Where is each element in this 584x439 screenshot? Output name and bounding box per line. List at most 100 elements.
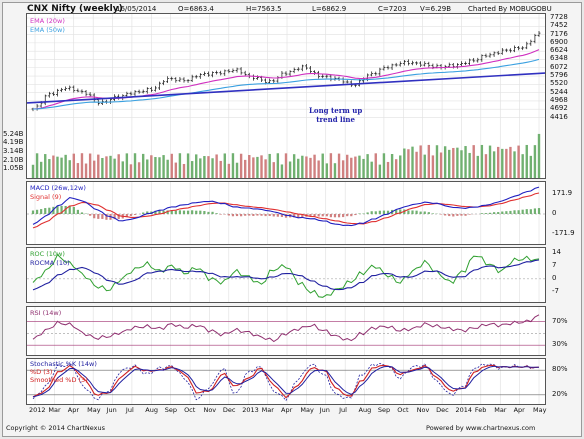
roc-axis-tick: 7 — [552, 260, 557, 269]
roc-line — [32, 253, 540, 298]
macd-histogram-bar — [337, 214, 341, 218]
volume-bar — [80, 153, 84, 178]
volume-bar — [235, 162, 239, 178]
volume-bar — [407, 149, 410, 178]
legend-ema20: EMA (20w) — [30, 17, 65, 25]
rocma-line — [32, 259, 540, 291]
macd-histogram-bar — [72, 206, 75, 214]
macd-histogram-bar — [370, 211, 373, 214]
volume-bar — [141, 153, 145, 178]
volume-bar — [227, 163, 231, 178]
x-axis-tick: Jul — [339, 406, 347, 414]
volume-bar — [297, 158, 300, 178]
macd-histogram-bar — [395, 209, 398, 214]
x-axis-tick: Apr — [281, 406, 293, 414]
macd-histogram-bar — [174, 210, 177, 214]
macd-histogram-bar — [133, 214, 137, 215]
volume-bar — [31, 164, 35, 178]
macd-histogram-bar — [509, 210, 512, 214]
roc-axis-tick: -7 — [552, 286, 559, 295]
charted-by: Charted By MOBUGOBU — [468, 5, 552, 13]
rsi-line — [32, 314, 540, 343]
x-axis-tick: May — [533, 406, 547, 414]
macd-histogram-bar — [386, 210, 390, 214]
volume-bar — [39, 161, 43, 178]
volume-bar — [174, 162, 178, 178]
volume-bar — [488, 145, 492, 178]
annotation-line2: trend line — [316, 115, 355, 124]
macd-histogram-bar — [40, 209, 43, 214]
volume-bar — [52, 155, 55, 178]
volume-bar — [317, 160, 320, 178]
volume-bar — [337, 153, 341, 178]
macd-histogram-bar — [313, 214, 316, 217]
macd-histogram-bar — [346, 214, 349, 217]
volume-bar — [113, 158, 116, 178]
macd-histogram-bar — [280, 214, 284, 218]
volume-bar — [178, 153, 182, 178]
volume-bar — [423, 154, 426, 178]
x-axis-tick: Sep — [377, 406, 391, 414]
macd-histogram-bar — [158, 210, 161, 214]
macd-histogram-bar — [170, 210, 173, 214]
macd-histogram-bar — [460, 214, 463, 216]
macd-chart-svg — [27, 182, 545, 244]
volume-bar — [496, 146, 500, 178]
macd-histogram-bar — [125, 214, 128, 218]
macd-histogram-bar — [480, 213, 483, 214]
volume-bar — [431, 155, 435, 178]
macd-histogram-bar — [411, 210, 414, 214]
volume-bar — [97, 154, 100, 178]
x-axis-tick: Mar — [261, 406, 274, 414]
volume-bar — [435, 145, 439, 178]
roc-axis-tick: 0 — [552, 273, 557, 282]
macd-histogram-bar — [427, 212, 430, 214]
macd-histogram-bar — [227, 214, 230, 216]
date-readout: 16/05/2014 — [116, 5, 157, 13]
volume-bar — [243, 159, 247, 178]
volume-bar — [105, 156, 108, 178]
volume-bar — [150, 155, 153, 178]
volume-bar — [394, 159, 398, 178]
volume-bar — [468, 152, 471, 178]
price-axis-tick: 7176 — [550, 29, 568, 38]
volume-bar — [72, 153, 76, 178]
volume-bar — [146, 159, 149, 178]
macd-histogram-bar — [399, 209, 402, 214]
macd-histogram-bar — [333, 214, 337, 218]
volume-bar — [260, 155, 263, 178]
macd-histogram-bar — [31, 210, 35, 214]
macd-histogram-bar — [423, 211, 426, 214]
stochastic-panel: Stochastic %K (14w) %D (3) Smoothed %D (… — [26, 358, 546, 405]
price-chart-svg — [27, 14, 545, 178]
macd-histogram-bar — [117, 214, 120, 219]
macd-histogram-bar — [533, 208, 537, 214]
volume-bar — [64, 154, 67, 178]
volume-bar — [166, 159, 169, 178]
macd-histogram-bar — [464, 214, 467, 216]
volume-bar — [533, 145, 537, 178]
roc-chart-svg — [27, 248, 545, 302]
macd-histogram-bar — [207, 211, 210, 214]
macd-axis-tick: 171.9 — [552, 189, 573, 198]
macd-histogram-bar — [488, 212, 492, 214]
volume-bar — [186, 153, 190, 178]
volume-bar — [268, 153, 271, 178]
volume-bar — [272, 162, 275, 178]
macd-histogram-bar — [191, 210, 194, 214]
price-axis-tick: 4416 — [550, 112, 568, 121]
volume-bar — [121, 161, 124, 178]
macd-histogram-bar — [439, 214, 443, 215]
volume-bar — [252, 157, 255, 178]
macd-histogram-bar — [521, 209, 524, 214]
macd-histogram-bar — [448, 214, 451, 217]
volume-bar — [195, 154, 198, 178]
volume-bar — [137, 162, 141, 178]
long-term-trend-line — [27, 72, 545, 104]
volume-bar — [509, 146, 512, 178]
x-axis-tick: Mar — [494, 406, 507, 414]
macd-histogram-bar — [260, 214, 263, 216]
volume-bar — [219, 160, 222, 178]
volume-bar — [276, 153, 280, 178]
volume-bar — [109, 155, 112, 178]
